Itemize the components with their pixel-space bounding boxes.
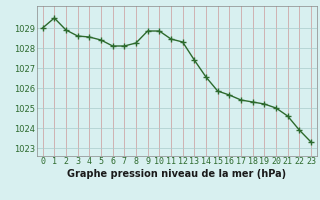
X-axis label: Graphe pression niveau de la mer (hPa): Graphe pression niveau de la mer (hPa) bbox=[67, 169, 286, 179]
